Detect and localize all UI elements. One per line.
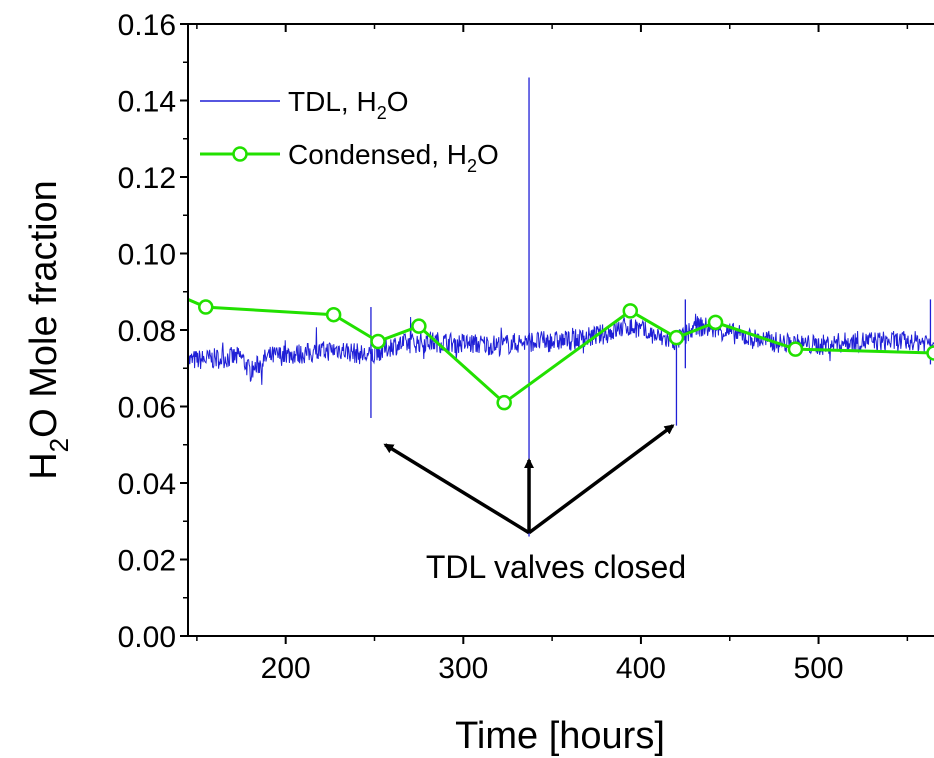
legend-label-tdl: TDL, H2O — [288, 86, 408, 123]
x-tick-label: 300 — [438, 652, 488, 685]
y-tick-label: 0.12 — [118, 162, 176, 195]
condensed-point — [370, 333, 386, 350]
condensed-point — [787, 341, 804, 357]
condensed-point — [496, 394, 512, 411]
y-tick-label: 0.16 — [118, 9, 176, 42]
y-tick-label: 0.02 — [118, 545, 176, 578]
annotation-arrow — [383, 443, 530, 535]
y-axis-label-rest: O Mole fraction — [23, 180, 65, 438]
plot-area — [188, 77, 934, 537]
annotation-arrow — [527, 424, 675, 535]
condensed-point — [707, 314, 724, 331]
y-axis-label-sub: 2 — [44, 438, 74, 452]
x-axis-label: Time [hours] — [455, 715, 665, 757]
legend-label-condensed: Condensed, H2O — [288, 139, 499, 176]
y-tick-label: 0.04 — [118, 468, 176, 501]
y-axis-label: H2O Mole fraction — [23, 180, 74, 480]
condensed-point — [325, 306, 342, 323]
legend: TDL, H2O Condensed, H2O — [200, 86, 499, 176]
condensed-point — [926, 345, 934, 361]
x-tick-label: 400 — [616, 652, 666, 685]
annotation-text: TDL valves closed — [426, 549, 686, 585]
condensed-series-line — [188, 297, 934, 405]
annotation: TDL valves closed — [383, 424, 686, 585]
axes: 0.00 0.02 0.04 0.06 0.08 0.10 0.12 0.14 0.16 200 3… — [118, 9, 934, 685]
y-tick-label: 0.10 — [118, 239, 176, 272]
x-tick-label: 500 — [794, 652, 844, 685]
y-axis-label-main: H — [23, 452, 65, 479]
y-tick-label: 0.08 — [118, 315, 176, 348]
y-tick-label: 0.00 — [118, 621, 176, 654]
y-tick-label: 0.06 — [118, 392, 176, 425]
condensed-point — [668, 329, 685, 346]
condensed-point — [198, 299, 214, 315]
y-tick-label: 0.14 — [118, 86, 176, 119]
x-tick-label: 200 — [261, 652, 311, 685]
condensed-point — [622, 303, 639, 319]
plot-clip-group — [188, 77, 934, 537]
legend-marker-condensed — [232, 146, 248, 162]
condensed-point — [411, 318, 427, 334]
